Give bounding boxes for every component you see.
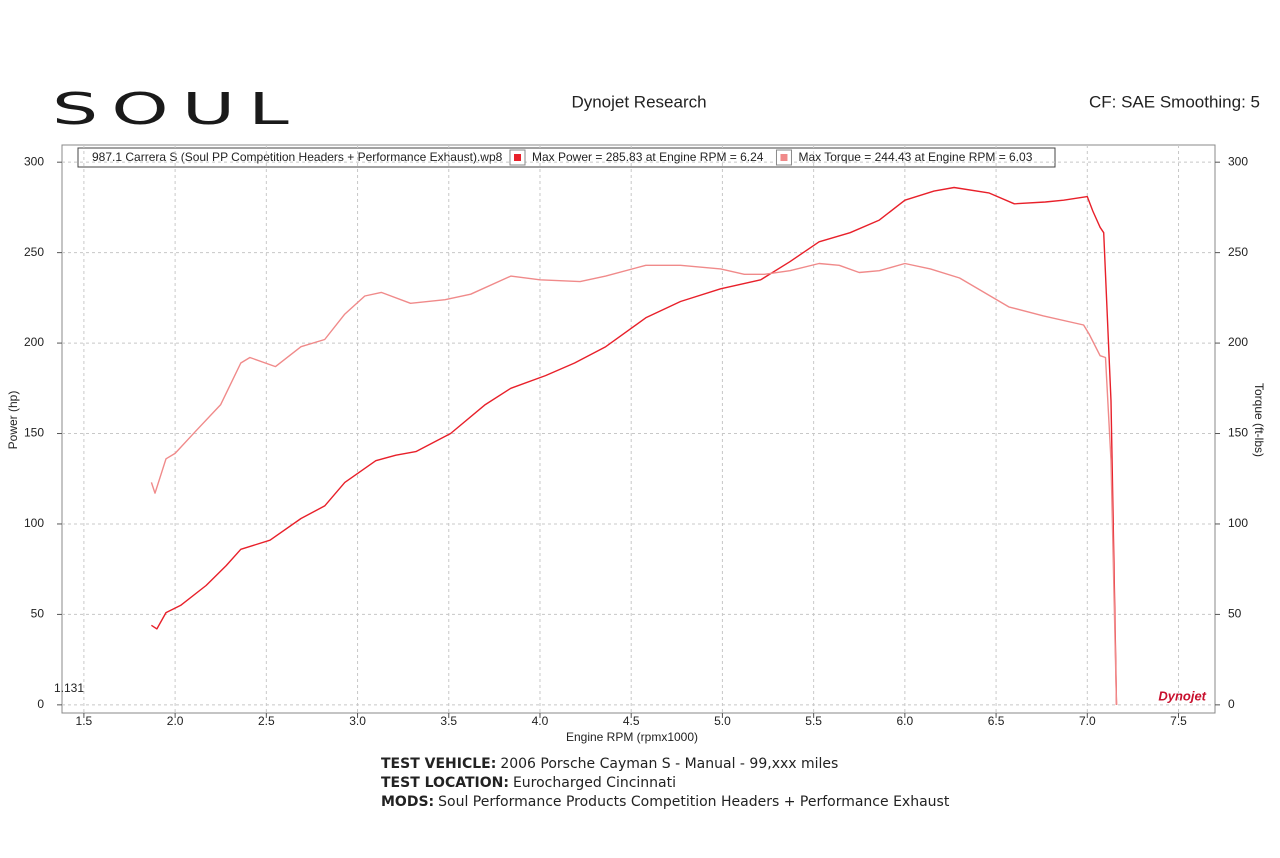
legend-title: 987.1 Carrera S (Soul PP Competition Hea… <box>92 150 503 164</box>
series-line <box>151 186 1118 705</box>
y2-tick-label: 100 <box>1228 516 1248 530</box>
legend-marker <box>780 154 788 161</box>
y-tick-label: 50 <box>31 607 45 621</box>
series-line <box>150 262 1118 705</box>
x-tick-label: 3.5 <box>440 714 457 728</box>
x-tick-label: 5.5 <box>805 714 822 728</box>
x-tick-label: 7.5 <box>1170 714 1187 728</box>
y-tick-label: 250 <box>24 245 44 259</box>
footer-label: TEST VEHICLE: <box>381 756 496 772</box>
chart-subtitle: CF: SAE Smoothing: 5 <box>1089 92 1260 111</box>
y-tick-label: 150 <box>24 426 44 440</box>
y-tick-label: 300 <box>24 154 44 168</box>
y2-tick-label: 250 <box>1228 245 1248 259</box>
y-tick-label: 100 <box>24 516 44 530</box>
y-axis-label: Power (hp) <box>6 391 20 450</box>
chart-title: Dynojet Research <box>571 92 706 111</box>
x-tick-label: 2.5 <box>258 714 275 728</box>
y2-tick-label: 150 <box>1228 426 1248 440</box>
footer-line: TEST LOCATION: Eurocharged Cincinnati <box>381 775 676 791</box>
footer-label: TEST LOCATION: <box>381 775 509 791</box>
annotation: 1.131 <box>54 681 84 695</box>
x-tick-label: 5.0 <box>714 714 731 728</box>
footer-line: MODS: Soul Performance Products Competiti… <box>381 794 950 810</box>
legend-marker <box>514 154 521 161</box>
x-tick-label: 7.0 <box>1079 714 1096 728</box>
footer-text: 2006 Porsche Cayman S - Manual - 99,xxx … <box>500 756 838 772</box>
legend-label: Max Torque = 244.43 at Engine RPM = 6.03 <box>798 150 1032 164</box>
footer-label: MODS: <box>381 794 434 810</box>
x-tick-label: 2.0 <box>167 714 184 728</box>
legend-label: Max Power = 285.83 at Engine RPM = 6.24 <box>532 150 764 164</box>
x-tick-label: 6.0 <box>897 714 914 728</box>
logo: SOUL <box>52 84 302 135</box>
y-tick-label: 0 <box>37 697 44 711</box>
footer-line: TEST VEHICLE: 2006 Porsche Cayman S - Man… <box>381 756 838 772</box>
x-tick-label: 3.0 <box>349 714 366 728</box>
x-axis-label: Engine RPM (rpmx1000) <box>566 730 698 744</box>
x-tick-label: 4.5 <box>623 714 640 728</box>
x-tick-label: 6.5 <box>988 714 1005 728</box>
y2-tick-label: 300 <box>1228 154 1248 168</box>
footer-text: Soul Performance Products Competition He… <box>438 794 950 810</box>
y-tick-label: 200 <box>24 335 44 349</box>
y2-tick-label: 200 <box>1228 335 1248 349</box>
footer-text: Eurocharged Cincinnati <box>513 775 676 791</box>
plot-area <box>61 144 1216 714</box>
y2-axis-label: Torque (ft-lbs) <box>1252 383 1266 457</box>
footer: TEST VEHICLE: 2006 Porsche Cayman S - Man… <box>381 756 950 810</box>
x-tick-label: 1.5 <box>76 714 93 728</box>
x-tick-label: 4.0 <box>532 714 549 728</box>
watermark: Dynojet <box>1158 688 1206 703</box>
y2-tick-label: 0 <box>1228 697 1235 711</box>
y2-tick-label: 50 <box>1228 607 1242 621</box>
